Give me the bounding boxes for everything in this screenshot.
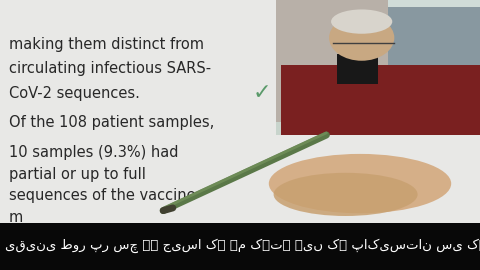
Text: Of the 108 patient samples,: Of the 108 patient samples, [9,115,214,130]
FancyBboxPatch shape [281,65,480,135]
FancyBboxPatch shape [388,7,480,68]
Ellipse shape [269,154,451,213]
FancyBboxPatch shape [0,223,480,270]
Text: CoV-2 sequences.: CoV-2 sequences. [9,86,140,101]
Text: circulating infectious SARS-: circulating infectious SARS- [9,61,211,76]
Ellipse shape [329,15,394,61]
FancyBboxPatch shape [337,54,378,84]
FancyBboxPatch shape [276,0,388,122]
Text: لہذا یہ یقینی طور پر سچ ہے جیسا کہ ہم کہتے ہیں کہ پاکیستان سی کے m108: لہذا یہ یقینی طور پر سچ ہے جیسا کہ ہم کہ… [0,239,480,254]
Text: m: m [9,210,23,225]
Text: 10 samples (9.3%) had: 10 samples (9.3%) had [9,145,178,160]
Text: sequences of the vaccine: sequences of the vaccine [9,188,195,203]
FancyBboxPatch shape [276,0,480,135]
Ellipse shape [274,173,418,216]
Text: making them distinct from: making them distinct from [9,37,204,52]
Text: partial or up to full: partial or up to full [9,167,145,182]
Ellipse shape [331,9,392,34]
Text: ✓: ✓ [252,83,271,103]
FancyBboxPatch shape [378,0,480,74]
